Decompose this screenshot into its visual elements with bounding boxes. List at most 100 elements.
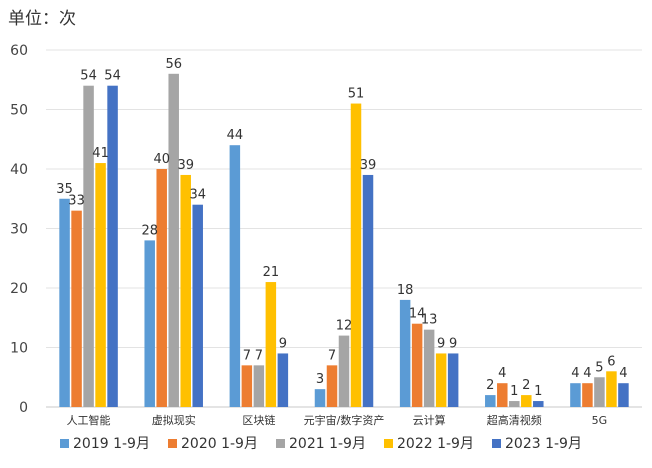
data-label: 9	[437, 336, 445, 351]
data-label: 9	[449, 336, 457, 351]
y-tick-label: 60	[10, 43, 28, 59]
bar	[156, 169, 167, 407]
bar	[447, 353, 459, 407]
data-label: 4	[583, 366, 591, 381]
x-tick-label: 元宇宙/数字资产	[304, 413, 385, 427]
bar	[265, 282, 277, 407]
unit-label: 单位：次	[8, 9, 76, 29]
data-label: 7	[255, 348, 263, 363]
y-tick-label: 50	[10, 103, 28, 119]
data-label: 4	[498, 366, 506, 381]
bar	[618, 383, 629, 407]
data-label: 9	[279, 336, 287, 351]
legend-swatch	[276, 439, 285, 448]
bar	[83, 85, 94, 407]
bar	[423, 329, 435, 407]
data-label: 4	[619, 366, 627, 381]
legend-label: 2020 1-9月	[181, 436, 258, 452]
legend-label: 2021 1-9月	[289, 436, 366, 452]
bar	[241, 365, 253, 407]
bar	[59, 198, 70, 407]
data-label: 14	[409, 307, 426, 322]
x-axis-ticks: 人工智能 虚拟现实 区块链 元宇宙/数字资产 云计算 超高清视频 5G	[67, 413, 608, 427]
bar	[253, 365, 265, 407]
x-tick-label: 人工智能	[67, 413, 111, 427]
y-tick-label: 40	[10, 162, 28, 178]
data-label: 3	[316, 372, 324, 387]
legend-swatch	[492, 439, 501, 448]
data-label: 7	[243, 348, 251, 363]
data-label: 21	[263, 265, 280, 280]
x-tick-label: 区块链	[242, 413, 275, 427]
bar	[399, 299, 411, 407]
data-label: 18	[397, 283, 414, 298]
y-tick-label: 20	[10, 281, 28, 297]
legend-swatch	[60, 439, 69, 448]
bar	[144, 240, 155, 407]
data-label: 40	[153, 152, 170, 167]
data-label: 7	[328, 348, 336, 363]
data-label: 39	[177, 158, 194, 173]
data-label: 28	[141, 223, 158, 238]
bar	[509, 401, 520, 407]
bar	[338, 335, 350, 407]
legend: 2019 1-9月 2020 1-9月 2021 1-9月 2022 1-9月 2023…	[60, 436, 582, 452]
bar	[594, 377, 605, 407]
bar	[180, 174, 191, 407]
bar	[71, 210, 82, 407]
bar	[533, 401, 544, 407]
bar	[606, 371, 617, 407]
bar	[326, 365, 338, 407]
data-label: 51	[348, 87, 365, 102]
bar	[411, 323, 423, 407]
bar	[192, 204, 203, 407]
data-label: 54	[80, 69, 97, 84]
legend-swatch	[168, 439, 177, 448]
data-label: 13	[421, 313, 438, 328]
bar	[497, 383, 508, 407]
x-tick-label: 虚拟现实	[152, 413, 196, 427]
data-label: 1	[534, 384, 542, 399]
bar	[362, 174, 374, 407]
legend-swatch	[384, 439, 393, 448]
bar	[168, 73, 179, 408]
data-label: 54	[104, 69, 121, 84]
data-label: 5	[595, 360, 603, 375]
bar	[229, 145, 241, 407]
data-label: 1	[510, 384, 518, 399]
legend-label: 2022 1-9月	[397, 436, 474, 452]
bars	[59, 73, 629, 408]
bar	[521, 395, 532, 407]
x-tick-label: 5G	[592, 414, 608, 427]
data-label: 34	[189, 188, 206, 203]
legend-label: 2019 1-9月	[73, 436, 150, 452]
y-axis-ticks: 0 10 20 30 40 50 60	[10, 43, 28, 416]
data-label: 2	[522, 378, 530, 393]
bar	[582, 383, 593, 407]
y-tick-label: 30	[10, 222, 28, 238]
bar	[435, 353, 447, 407]
data-label: 6	[607, 354, 615, 369]
data-label: 4	[571, 366, 579, 381]
data-label: 33	[68, 194, 85, 209]
data-label: 44	[227, 128, 244, 143]
y-tick-label: 0	[19, 400, 28, 416]
bar	[314, 389, 326, 407]
bar	[107, 85, 118, 407]
y-tick-label: 10	[10, 341, 28, 357]
data-label: 41	[92, 146, 109, 161]
data-label: 12	[336, 319, 353, 334]
bar	[570, 383, 581, 407]
x-tick-label: 云计算	[413, 413, 446, 427]
data-label: 56	[165, 57, 182, 72]
data-label: 39	[360, 158, 377, 173]
bar	[95, 163, 106, 407]
data-label: 2	[486, 378, 494, 393]
bar	[350, 103, 362, 408]
bar	[277, 353, 289, 407]
data-label: 35	[56, 182, 73, 197]
legend-label: 2023 1-9月	[505, 436, 582, 452]
